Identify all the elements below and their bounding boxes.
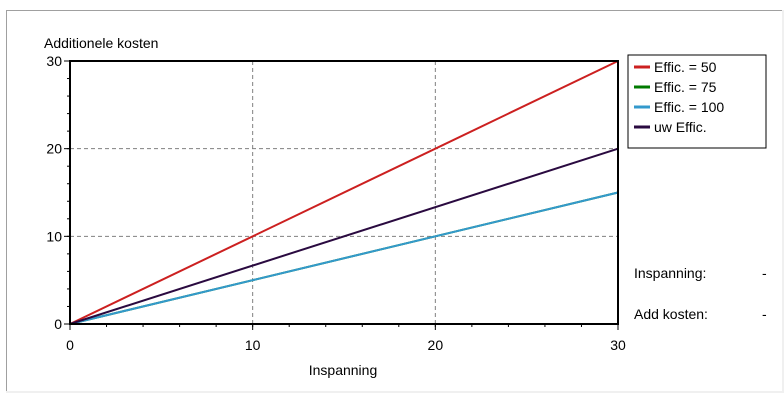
- axis-ticks: 0 10 20 30 0 10 20 30: [46, 53, 626, 353]
- add-kosten-readout: Add kosten: -: [634, 306, 784, 347]
- series-line-4: [69, 147, 619, 325]
- legend-label-4: uw Effic.: [654, 119, 707, 135]
- y-tick-label: 10: [46, 228, 62, 244]
- x-tick-label: 30: [610, 337, 626, 353]
- series-lines: [69, 60, 619, 325]
- window-frame-left: [0, 10, 6, 393]
- y-tick-label: 0: [54, 316, 62, 332]
- x-tick-label: 10: [245, 337, 261, 353]
- readout-panel: Inspanning: - Add kosten: -: [634, 265, 784, 347]
- window-frame-top: [0, 0, 784, 10]
- x-tick-label: 20: [428, 337, 444, 353]
- inspanning-readout-label: Inspanning:: [634, 265, 707, 281]
- legend-label-3: Effic. = 100: [654, 99, 724, 115]
- x-axis-label: Inspanning: [309, 362, 378, 378]
- inspanning-readout: Inspanning: -: [634, 265, 784, 306]
- series-line-1: [69, 60, 619, 325]
- legend-box: [627, 54, 767, 149]
- x-tick-label: 0: [66, 337, 74, 353]
- add-kosten-readout-value: -: [762, 306, 767, 322]
- y-axis-label: Additionele kosten: [44, 35, 158, 51]
- y-tick-label: 30: [46, 53, 62, 69]
- legend-label-2: Effic. = 75: [654, 79, 717, 95]
- legend-label-1: Effic. = 50: [654, 59, 717, 75]
- inspanning-readout-value: -: [762, 265, 767, 281]
- series-line-3: [69, 191, 619, 325]
- legend: Effic. = 50 Effic. = 75 Effic. = 100 uw Eff…: [627, 54, 767, 149]
- y-tick-label: 20: [46, 141, 62, 157]
- add-kosten-readout-label: Add kosten:: [634, 306, 708, 322]
- plot-area: [69, 60, 619, 325]
